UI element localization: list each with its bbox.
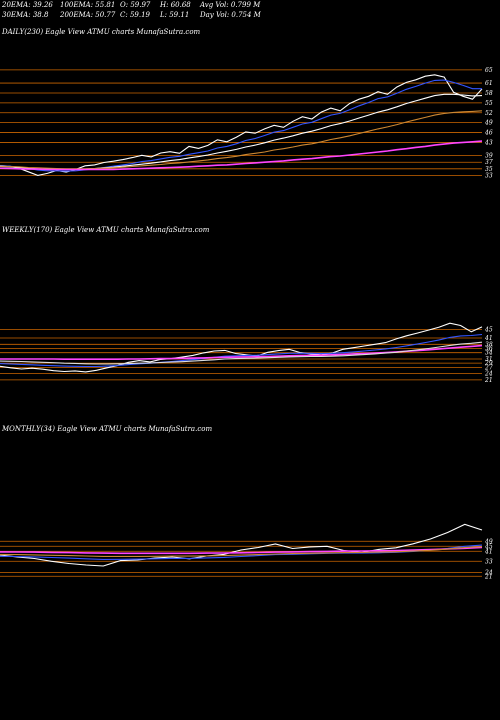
stat-avg-vol: Avg Vol: 0.799 M [200, 1, 261, 9]
y-tick-label: 55 [485, 100, 493, 107]
series-line [0, 322, 483, 373]
series-line [0, 79, 482, 172]
y-tick-label: 45 [484, 327, 493, 334]
series-line [0, 523, 483, 567]
stat-200ema: 200EMA: 50.77 [60, 11, 116, 19]
y-tick-label: 39 [485, 153, 493, 160]
series-line [0, 341, 483, 365]
y-tick-label: 24 [484, 371, 493, 378]
y-tick-label: 58 [485, 90, 493, 97]
y-tick-label: 34 [485, 350, 493, 357]
stat-open: O: 59.97 [120, 1, 151, 9]
y-tick-label: 33 [485, 558, 493, 565]
series-line [0, 74, 483, 176]
stat-low: L: 59.11 [160, 11, 190, 19]
weekly-chart-title: WEEKLY(170) Eagle View ATMU charts Munaf… [2, 226, 210, 234]
stat-day-vol: Day Vol: 0.754 M [200, 11, 261, 19]
monthly-chart-title: MONTHLY(34) Eagle View ATMU charts Munaf… [2, 425, 213, 433]
y-tick-label: 35 [485, 166, 493, 173]
y-tick-label: 21 [484, 377, 493, 384]
series-line [0, 546, 483, 557]
series-line [0, 333, 483, 368]
y-tick-label: 43 [484, 139, 493, 146]
y-tick-label: 38 [485, 341, 493, 348]
y-tick-label: 46 [484, 130, 493, 137]
y-tick-label: 61 [485, 80, 493, 87]
y-tick-label: 49 [484, 538, 493, 545]
stat-20ema: 20EMA: 39.26 [2, 1, 53, 9]
y-tick-label: 37 [485, 159, 493, 166]
y-tick-label: 41 [484, 335, 493, 342]
stat-high: H: 60.68 [160, 1, 191, 9]
y-tick-label: 27 [484, 364, 493, 371]
daily-chart-title: DAILY(230) Eagle View ATMU charts Munafa… [2, 28, 201, 36]
series-line [0, 140, 483, 171]
y-tick-label: 45 [484, 543, 493, 550]
stat-100ema: 100EMA: 55.81 [60, 1, 116, 9]
y-tick-label: 65 [485, 67, 493, 74]
y-tick-label: 24 [484, 570, 493, 577]
series-line [0, 546, 483, 555]
y-tick-label: 21 [484, 573, 493, 580]
y-tick-label: 52 [485, 110, 493, 117]
series-line [0, 93, 483, 171]
stat-30ema: 30EMA: 38.8 [2, 11, 49, 19]
y-tick-label: 33 [485, 172, 493, 179]
y-tick-label: 41 [484, 548, 493, 555]
y-tick-label: 31 [485, 356, 493, 363]
stat-close: C: 59.19 [120, 11, 150, 19]
series-line [0, 110, 483, 170]
y-tick-label: 49 [484, 120, 493, 127]
y-tick-label: 29 [484, 360, 493, 367]
y-tick-label: 36 [485, 346, 493, 353]
